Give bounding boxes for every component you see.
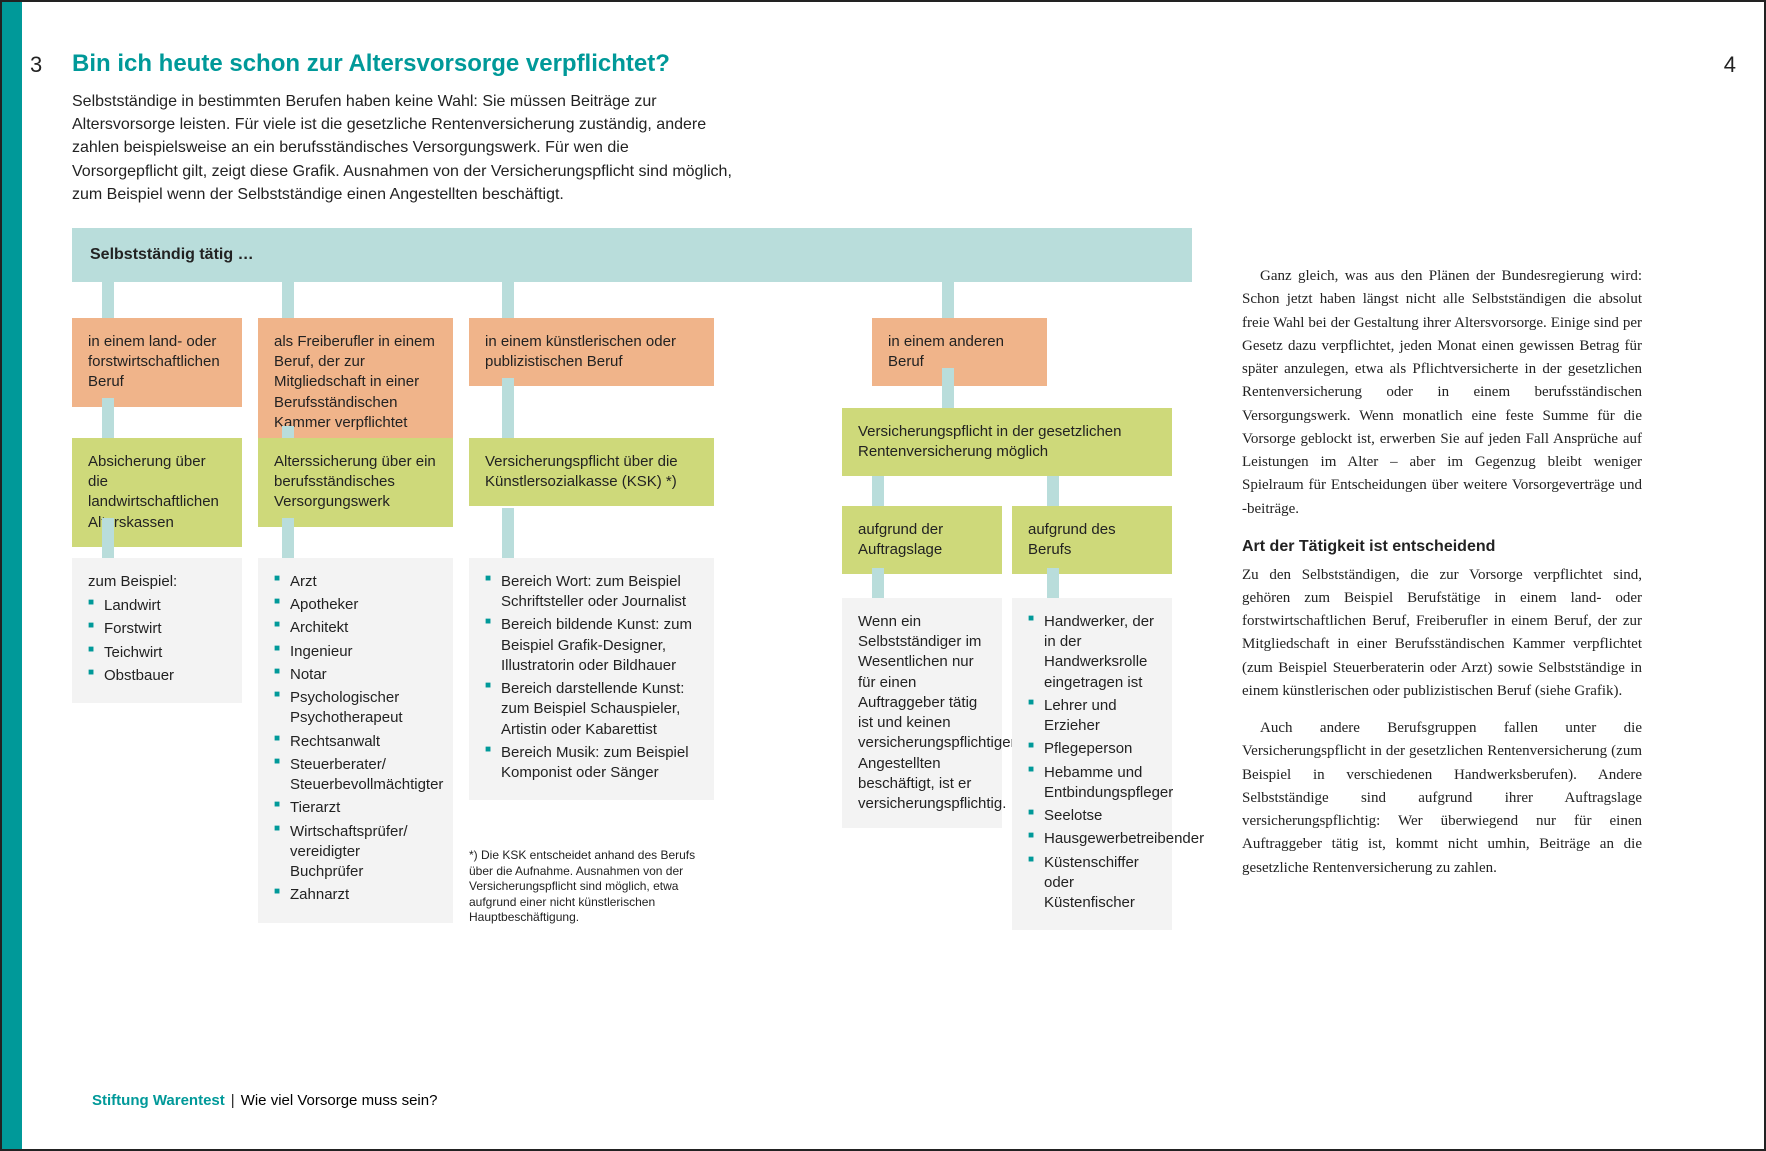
list-item: Notar: [274, 665, 437, 685]
connector: [102, 278, 114, 318]
flow-green-1: Absicherung über die landwirtschaftliche…: [72, 438, 242, 547]
connector: [282, 518, 294, 558]
list-item: Tierarzt: [274, 798, 437, 818]
list-item: Zahnarzt: [274, 885, 437, 905]
flow-green-4a: aufgrund der Auftragslage: [842, 506, 1002, 575]
footer-sep: |: [231, 1092, 235, 1109]
grey-2-list: Arzt Apotheker Architekt Ingenieur Notar Psyc…: [274, 572, 437, 906]
flow-orange-1: in einem land- oder forstwirtschaftliche…: [72, 318, 242, 407]
right-text-column: Ganz gleich, was aus den Plänen der Bund…: [1242, 50, 1642, 1119]
intro-text: Selbstständige in bestimmten Berufen hab…: [72, 90, 732, 206]
connector: [942, 278, 954, 318]
grey-1-intro: zum Beispiel:: [88, 572, 226, 592]
list-item: Arzt: [274, 572, 437, 592]
grey-1-list: Landwirt Forstwirt Teichwirt Obstbauer: [88, 596, 226, 686]
list-item: Steuerberater/ Steuerbevollmächtigter: [274, 755, 437, 796]
flow-orange-4: in einem anderen Beruf: [872, 318, 1047, 387]
flow-grey-4b: Handwerker, der in der Handwerksrolle ei…: [1012, 598, 1172, 931]
connector: [1047, 568, 1059, 598]
right-heading: Art der Tätigkeit ist entscheidend: [1242, 535, 1642, 560]
flow-green-4-wide: Versicherungspflicht in der gesetzlichen…: [842, 408, 1172, 477]
connector: [872, 568, 884, 598]
flow-green-3: Versicherungspflicht über die Künstlerso…: [469, 438, 714, 507]
footer-brand: Stiftung Warentest: [92, 1092, 225, 1109]
connector: [1047, 476, 1059, 506]
page-spread: 3 4 Bin ich heute schon zur Altersvorsor…: [0, 0, 1766, 1151]
list-item: Landwirt: [88, 596, 226, 616]
flow-green-4b: aufgrund des Berufs: [1012, 506, 1172, 575]
connector: [282, 426, 294, 438]
list-item: Obstbauer: [88, 666, 226, 686]
connector: [872, 476, 884, 506]
list-item: Pflegeperson: [1028, 739, 1156, 759]
page-title: Bin ich heute schon zur Altersvorsorge v…: [72, 50, 1192, 78]
right-p2: Zu den Selbstständigen, die zur Vorsorge…: [1242, 564, 1642, 704]
grey-3-list: Bereich Wort: zum Beispiel Schriftstelle…: [485, 572, 698, 784]
flow-grey-4a: Wenn ein Selbstständiger im Wesentlichen…: [842, 598, 1002, 829]
flow-grey-1: zum Beispiel: Landwirt Forstwirt Teichwirt…: [72, 558, 242, 703]
list-item: Apotheker: [274, 595, 437, 615]
list-item: Seelotse: [1028, 806, 1156, 826]
list-item: Hebamme und Entbindungspfleger: [1028, 763, 1156, 804]
grey-4a-text: Wenn ein Selbstständiger im Wesentlichen…: [858, 612, 986, 815]
flowchart-footnote: *) Die KSK entscheidet anhand des Berufs…: [469, 848, 719, 926]
flow-grey-3: Bereich Wort: zum Beispiel Schriftstelle…: [469, 558, 714, 801]
list-item: Bereich Musik: zum Beispiel Komponist od…: [485, 743, 698, 784]
connector: [502, 508, 514, 558]
connector: [102, 398, 114, 438]
list-item: Ingenieur: [274, 642, 437, 662]
list-item: Hausgewerbetreibender: [1028, 829, 1156, 849]
list-item: Lehrer und Erzieher: [1028, 696, 1156, 737]
list-item: Teichwirt: [88, 643, 226, 663]
flowchart: Selbstständig tätig … in einem land- ode…: [72, 228, 1192, 958]
footer-title: Wie viel Vorsorge muss sein?: [241, 1092, 438, 1109]
list-item: Rechtsanwalt: [274, 732, 437, 752]
right-p3: Auch andere Berufsgruppen fallen unter d…: [1242, 717, 1642, 880]
list-item: Bereich bildende Kunst: zum Beispiel Gra…: [485, 615, 698, 676]
list-item: Architekt: [274, 618, 437, 638]
list-item: Forstwirt: [88, 619, 226, 639]
page-footer: Stiftung Warentest | Wie viel Vorsorge mus…: [92, 1092, 437, 1109]
grey-4b-list: Handwerker, der in der Handwerksrolle ei…: [1028, 612, 1156, 914]
left-page-content: Bin ich heute schon zur Altersvorsorge v…: [72, 50, 1192, 1119]
right-p1: Ganz gleich, was aus den Plänen der Bund…: [1242, 265, 1642, 521]
content-area: Bin ich heute schon zur Altersvorsorge v…: [22, 2, 1764, 1149]
list-item: Psychologischer Psychotherapeut: [274, 688, 437, 729]
list-item: Bereich Wort: zum Beispiel Schriftstelle…: [485, 572, 698, 613]
list-item: Bereich darstellende Kunst: zum Beispiel…: [485, 679, 698, 740]
connector: [282, 278, 294, 318]
flow-grey-2: Arzt Apotheker Architekt Ingenieur Notar Psyc…: [258, 558, 453, 923]
flow-orange-3: in einem künstlerischen oder publizistis…: [469, 318, 714, 387]
list-item: Wirtschaftsprüfer/ vereidigter Buchprüfe…: [274, 822, 437, 883]
connector: [102, 518, 114, 558]
list-item: Küstenschiffer oder Küstenfischer: [1028, 853, 1156, 914]
connector: [502, 278, 514, 318]
connector: [942, 368, 954, 408]
spine-bar: [2, 2, 22, 1149]
list-item: Handwerker, der in der Handwerksrolle ei…: [1028, 612, 1156, 693]
connector: [502, 378, 514, 438]
flow-green-2: Alterssicherung über ein berufsständisch…: [258, 438, 453, 527]
flow-header-box: Selbstständig tätig …: [72, 228, 1192, 282]
